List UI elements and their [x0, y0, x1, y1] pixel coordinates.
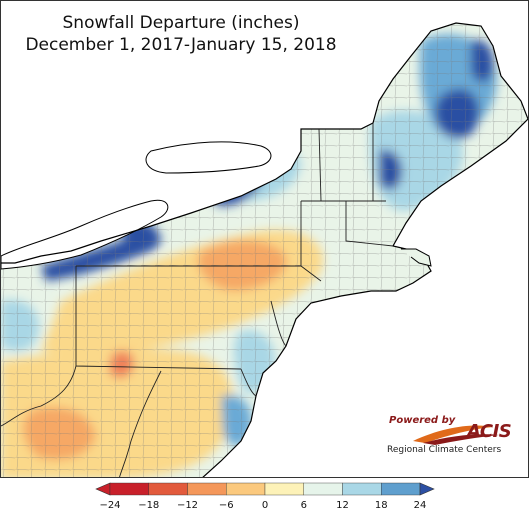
colorbar-ticks: −24 −18 −12 −6 0 6 12 18 24 [99, 500, 426, 511]
acis-logo: Powered by ACIS Regional Climate Centers [383, 413, 519, 461]
colorbar-block [264, 482, 304, 496]
colorbar-block [226, 482, 266, 496]
colorbar-block [303, 482, 343, 496]
map-title: Snowfall Departure (inches) [62, 13, 300, 33]
colorbar-tick-label: −24 [99, 500, 120, 511]
colorbar-tick-label: 18 [375, 500, 388, 511]
colorbar-arrow-max [419, 482, 435, 496]
colorbar-block [342, 482, 382, 496]
colorbar-block [187, 482, 227, 496]
great-lakes [1, 1, 301, 270]
map-frame: Snowfall Departure (inches) December 1, … [0, 0, 529, 478]
cape-cod [401, 248, 432, 267]
colorbar-tick-label: 12 [336, 500, 349, 511]
colorbar-tick-label: 24 [414, 500, 427, 511]
colorbar-block [109, 482, 149, 496]
map-subtitle-date-range: December 1, 2017-January 15, 2018 [25, 35, 337, 55]
powered-by-label: Powered by [389, 415, 456, 426]
acis-swoosh [413, 425, 499, 445]
acis-wordmark: ACIS [467, 421, 512, 442]
colorbar-arrow-min [95, 482, 111, 496]
colorbar-tick-label: 6 [301, 500, 307, 511]
colorbar-tick-label: −12 [177, 500, 198, 511]
colorbar-block [148, 482, 188, 496]
rcc-label: Regional Climate Centers [387, 445, 502, 455]
colorbar-tick-label: 0 [262, 500, 268, 511]
state-boundaries [1, 123, 394, 477]
snowfall-departure-map [1, 1, 528, 477]
colorbar-tick-label: −6 [219, 500, 234, 511]
colorbar-tick-label: −18 [138, 500, 159, 511]
coastline [1, 22, 528, 477]
colorbar-block [381, 482, 421, 496]
colorbar-blocks [95, 482, 435, 496]
colorbar-legend: −24 −18 −12 −6 0 6 12 18 24 [95, 482, 435, 511]
